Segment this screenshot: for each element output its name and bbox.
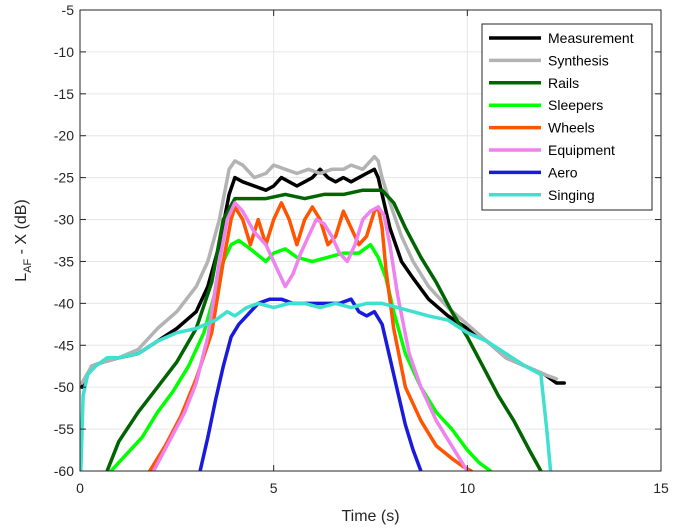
y-tick-label: -45 [54,337,74,353]
legend-box [481,23,653,211]
y-axis-label: LAF - X (dB) [13,199,34,282]
series-line-equipment [151,201,470,471]
y-tick-label: -25 [54,170,74,186]
y-tick-label: -60 [54,463,74,479]
y-tick-label: -20 [54,128,74,144]
y-tick-label: -30 [54,212,74,228]
y-tick-label: -15 [54,86,74,102]
legend-label-singing: Singing [548,187,595,203]
legend: Measurement Synthesis Rails Sleepers Wheels E… [481,23,653,211]
series-line-aero [198,297,423,471]
y-axis-label-main: L [13,273,30,282]
axis-ticks: 0 5 10 15 -60 -55 -50 -45 -40 -35 -30 -25 -20 -15 -10 -… [54,2,669,496]
x-tick-label: 15 [653,480,669,496]
y-tick-label: -10 [54,44,74,60]
y-tick-label: -55 [54,421,74,437]
series-line-synthesis [80,154,559,385]
y-tick-label: -5 [62,2,75,18]
legend-label-wheels: Wheels [548,120,595,136]
series-line-rails [105,188,543,471]
y-tick-label: -50 [54,379,74,395]
series-line-measurement [80,167,566,389]
plot-frame [79,9,662,472]
x-tick-label: 0 [76,480,84,496]
y-tick-label: -40 [54,295,74,311]
legend-label-measurement: Measurement [548,30,634,46]
y-tick-label: -35 [54,253,74,269]
x-axis-label: Time (s) [341,508,399,525]
y-axis-label-rest: - X (dB) [13,199,30,259]
x-tick-label: 10 [460,480,476,496]
series-lines [80,154,566,471]
legend-label-sleepers: Sleepers [548,97,603,113]
legend-label-equipment: Equipment [548,142,615,158]
legend-label-synthesis: Synthesis [548,52,609,68]
y-axis-label-subscript: AF [22,259,34,273]
series-line-wheels [147,201,473,471]
legend-label-rails: Rails [548,75,579,91]
legend-label-aero: Aero [548,164,578,180]
x-tick-label: 5 [270,480,278,496]
series-line-singing [80,301,553,471]
